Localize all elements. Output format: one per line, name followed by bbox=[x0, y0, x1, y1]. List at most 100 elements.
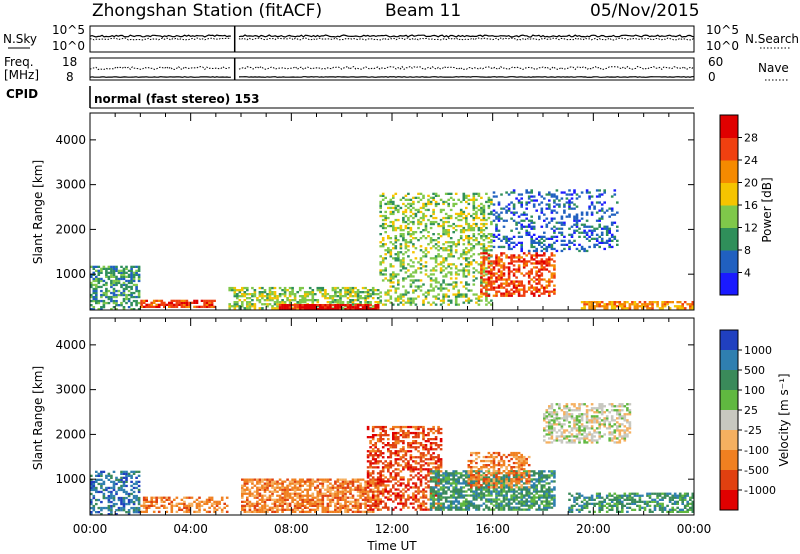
data-cell bbox=[381, 482, 385, 485]
data-cell bbox=[374, 452, 377, 455]
data-cell bbox=[485, 281, 488, 284]
data-cell bbox=[457, 218, 460, 222]
data-cell bbox=[480, 202, 483, 206]
data-cell bbox=[397, 440, 400, 443]
data-cell bbox=[266, 504, 269, 507]
data-cell bbox=[593, 307, 596, 310]
data-cell bbox=[354, 502, 357, 505]
data-cell bbox=[404, 464, 408, 467]
data-cell bbox=[475, 237, 478, 240]
data-cell bbox=[681, 305, 684, 308]
data-cell bbox=[359, 488, 362, 491]
data-cell bbox=[470, 482, 473, 485]
data-cell bbox=[127, 498, 131, 502]
data-cell bbox=[321, 492, 325, 495]
data-cell bbox=[515, 280, 518, 283]
data-cell bbox=[387, 490, 390, 493]
data-cell bbox=[125, 484, 128, 488]
data-cell bbox=[535, 256, 538, 259]
data-cell bbox=[145, 504, 148, 507]
data-cell bbox=[565, 215, 569, 218]
data-cell bbox=[334, 482, 337, 485]
data-cell bbox=[311, 498, 315, 501]
data-cell bbox=[402, 237, 405, 240]
data-cell bbox=[452, 482, 455, 485]
data-cell bbox=[366, 425, 370, 429]
data-cell bbox=[605, 305, 609, 308]
data-cell bbox=[120, 269, 123, 272]
data-cell bbox=[351, 303, 355, 306]
data-cell bbox=[110, 509, 113, 512]
data-cell bbox=[432, 212, 435, 216]
data-cell bbox=[575, 219, 579, 222]
data-cell bbox=[573, 189, 576, 192]
data-cell bbox=[374, 466, 377, 469]
data-cell bbox=[661, 301, 664, 304]
data-cell bbox=[495, 492, 498, 495]
data-cell bbox=[465, 502, 468, 505]
data-cell bbox=[543, 290, 546, 293]
data-cell bbox=[112, 273, 116, 276]
data-cell bbox=[155, 299, 158, 302]
data-cell bbox=[238, 289, 242, 292]
data-cell bbox=[379, 224, 382, 228]
data-cell bbox=[399, 478, 403, 481]
data-cell bbox=[127, 509, 131, 512]
data-cell bbox=[470, 249, 473, 252]
data-cell bbox=[127, 289, 131, 293]
data-cell bbox=[457, 496, 460, 499]
data-cell bbox=[364, 482, 367, 485]
data-cell bbox=[213, 305, 216, 308]
data-cell bbox=[349, 304, 352, 307]
data-cell bbox=[510, 488, 513, 491]
data-cell bbox=[497, 258, 501, 261]
data-cell bbox=[575, 193, 579, 196]
data-cell bbox=[449, 504, 453, 507]
data-cell bbox=[437, 245, 440, 248]
data-cell bbox=[135, 486, 138, 490]
data-cell bbox=[510, 211, 513, 214]
data-cell bbox=[210, 303, 214, 306]
data-cell bbox=[130, 295, 133, 299]
data-cell bbox=[392, 220, 395, 224]
data-cell bbox=[198, 500, 201, 503]
data-cell bbox=[422, 251, 425, 254]
data-cell bbox=[374, 289, 377, 292]
data-cell bbox=[497, 201, 501, 204]
noise-right-tick-top: 10^5 bbox=[706, 23, 739, 37]
data-cell bbox=[392, 508, 395, 511]
data-cell bbox=[402, 253, 405, 256]
data-cell bbox=[92, 488, 96, 492]
data-cell bbox=[248, 305, 252, 308]
data-cell bbox=[381, 261, 385, 264]
data-cell bbox=[437, 506, 440, 509]
data-cell bbox=[387, 464, 390, 467]
data-cell bbox=[349, 286, 352, 290]
data-cell bbox=[444, 480, 448, 483]
data-cell bbox=[339, 496, 342, 499]
data-cell bbox=[356, 306, 360, 309]
data-cell bbox=[404, 500, 408, 503]
data-cell bbox=[135, 283, 138, 287]
data-cell bbox=[402, 239, 405, 242]
data-cell bbox=[97, 281, 101, 285]
data-cell bbox=[364, 295, 367, 298]
data-cell bbox=[223, 502, 226, 505]
data-cell bbox=[449, 506, 453, 509]
data-cell bbox=[359, 291, 362, 294]
data-cell bbox=[472, 229, 476, 232]
data-cell bbox=[538, 239, 541, 242]
data-cell bbox=[107, 509, 111, 512]
data-cell bbox=[480, 478, 483, 481]
data-cell bbox=[303, 494, 307, 497]
data-cell bbox=[183, 496, 186, 499]
data-cell bbox=[449, 267, 453, 270]
data-cell bbox=[530, 191, 533, 194]
data-cell bbox=[437, 281, 440, 284]
data-cell bbox=[316, 498, 320, 501]
data-cell bbox=[505, 254, 508, 257]
data-cell bbox=[366, 306, 370, 309]
data-cell bbox=[110, 504, 113, 508]
data-cell bbox=[183, 510, 186, 513]
data-cell bbox=[520, 272, 523, 275]
